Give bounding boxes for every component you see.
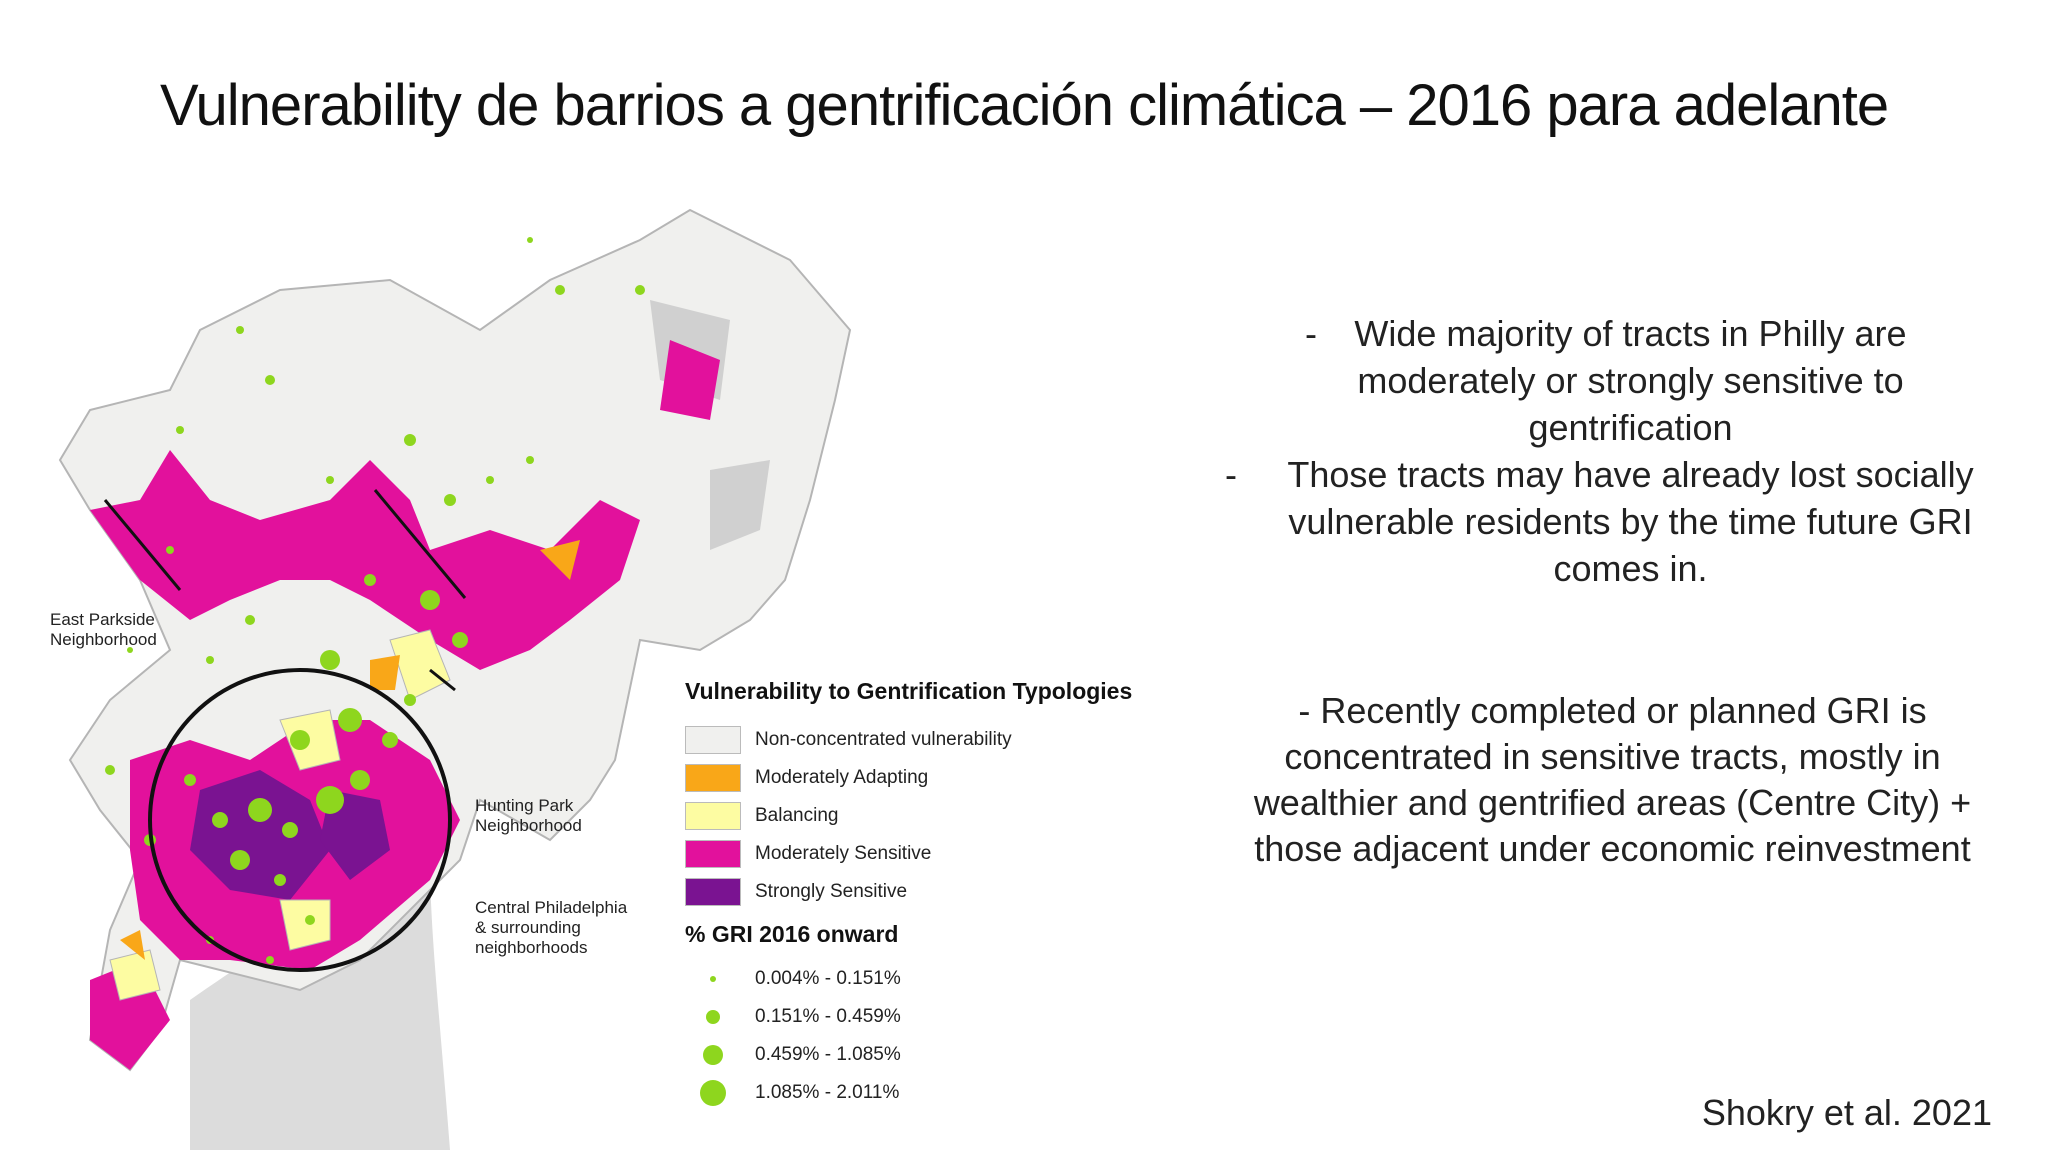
- legend-label: Moderately Adapting: [755, 767, 929, 788]
- legend-swatch: [685, 726, 741, 754]
- legend-swatch: [685, 802, 741, 830]
- citation: Shokry et al. 2021: [1701, 1092, 1992, 1133]
- strongly-sensitive-region: [320, 790, 390, 880]
- adapting-tract: [540, 540, 580, 580]
- legend-label: Balancing: [755, 805, 839, 826]
- bullet-dash: -: [1305, 313, 1317, 354]
- balancing-tract: [389, 629, 451, 701]
- gri-dot-icon: [703, 1045, 723, 1065]
- map-legend: Vulnerability to Gentrification Typologi…: [685, 678, 1205, 1112]
- central-arrow: [429, 668, 456, 692]
- legend-item: Moderately Adapting: [685, 759, 1205, 797]
- bullet-text: Those tracts may have already lost socia…: [1287, 454, 1974, 589]
- gri-dot-icon: [706, 1010, 720, 1024]
- east-parkside-arrow: [103, 499, 182, 591]
- park-area: [710, 460, 770, 550]
- bullet-text: Wide majority of tracts in Philly are mo…: [1354, 313, 1907, 448]
- callout-hunting-park: Hunting Park Neighborhood: [475, 796, 582, 835]
- legend-item: Balancing: [685, 797, 1205, 835]
- legend-label: 1.085% - 2.011%: [755, 1082, 900, 1103]
- legend-swatch: [685, 878, 741, 906]
- bullet-item: - Wide majority of tracts in Philly are …: [1215, 310, 2010, 451]
- legend-gri-item: 0.004% - 0.151%: [685, 960, 1205, 998]
- legend-gri-item: 0.459% - 1.085%: [685, 1036, 1205, 1074]
- gri-dot-icon: [710, 976, 716, 982]
- legend-item: Moderately Sensitive: [685, 835, 1205, 873]
- adapting-tract: [120, 930, 145, 960]
- sensitive-region-north: [90, 450, 640, 670]
- strongly-sensitive-region: [190, 770, 330, 900]
- adapting-tract: [370, 655, 400, 690]
- gri-dot-icon: [700, 1080, 726, 1106]
- balancing-tract: [279, 899, 331, 951]
- legend-item: Non-concentrated vulnerability: [685, 721, 1205, 759]
- legend-label: Moderately Sensitive: [755, 843, 932, 864]
- legend-gri-title: % GRI 2016 onward: [685, 921, 899, 947]
- legend-gri-item: 1.085% - 2.011%: [685, 1074, 1205, 1112]
- bullet-dash: -: [1225, 454, 1237, 495]
- callout-east-parkside: East Parkside Neighborhood: [50, 610, 157, 649]
- central-circle: [148, 668, 452, 972]
- legend-label: 0.151% - 0.459%: [755, 1006, 901, 1027]
- hunting-park-arrow: [373, 489, 467, 599]
- philadelphia-map-figure: East Parkside Neighborhood Hunting Park …: [30, 200, 1195, 1160]
- slide-title: Vulnerability de barrios a gentrificació…: [160, 73, 1889, 138]
- sensitive-region-northeast: [660, 340, 720, 420]
- gri-paragraph: - Recently completed or planned GRI is c…: [1253, 690, 1972, 869]
- legend-item: Strongly Sensitive: [685, 873, 1205, 911]
- gri-dots: [105, 237, 645, 964]
- legend-label: Strongly Sensitive: [755, 881, 908, 902]
- legend-label: 0.004% - 0.151%: [755, 968, 901, 989]
- legend-title: Vulnerability to Gentrification Typologi…: [685, 678, 1133, 704]
- legend-swatch: [685, 840, 741, 868]
- legend-label: 0.459% - 1.085%: [755, 1044, 901, 1065]
- callout-central: Central Philadelphia & surrounding neigh…: [475, 898, 628, 957]
- bullet-item: - Those tracts may have already lost soc…: [1215, 451, 2010, 592]
- philadelphia-map: [58, 208, 852, 1150]
- bullet-list: - Wide majority of tracts in Philly are …: [1215, 310, 2010, 592]
- legend-label: Non-concentrated vulnerability: [755, 729, 1012, 750]
- legend-swatch: [685, 764, 741, 792]
- legend-gri-item: 0.151% - 0.459%: [685, 998, 1205, 1036]
